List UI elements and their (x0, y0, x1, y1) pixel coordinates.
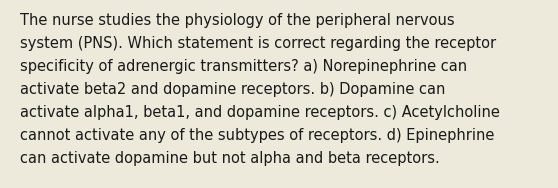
Text: can activate dopamine but not alpha and beta receptors.: can activate dopamine but not alpha and … (20, 151, 439, 166)
Text: specificity of adrenergic transmitters? a) Norepinephrine can: specificity of adrenergic transmitters? … (20, 59, 466, 74)
Text: activate beta2 and dopamine receptors. b) Dopamine can: activate beta2 and dopamine receptors. b… (20, 82, 445, 97)
Text: cannot activate any of the subtypes of receptors. d) Epinephrine: cannot activate any of the subtypes of r… (20, 128, 494, 143)
Text: activate alpha1, beta1, and dopamine receptors. c) Acetylcholine: activate alpha1, beta1, and dopamine rec… (20, 105, 499, 120)
Text: The nurse studies the physiology of the peripheral nervous: The nurse studies the physiology of the … (20, 13, 454, 28)
Text: system (PNS). Which statement is correct regarding the receptor: system (PNS). Which statement is correct… (20, 36, 496, 51)
